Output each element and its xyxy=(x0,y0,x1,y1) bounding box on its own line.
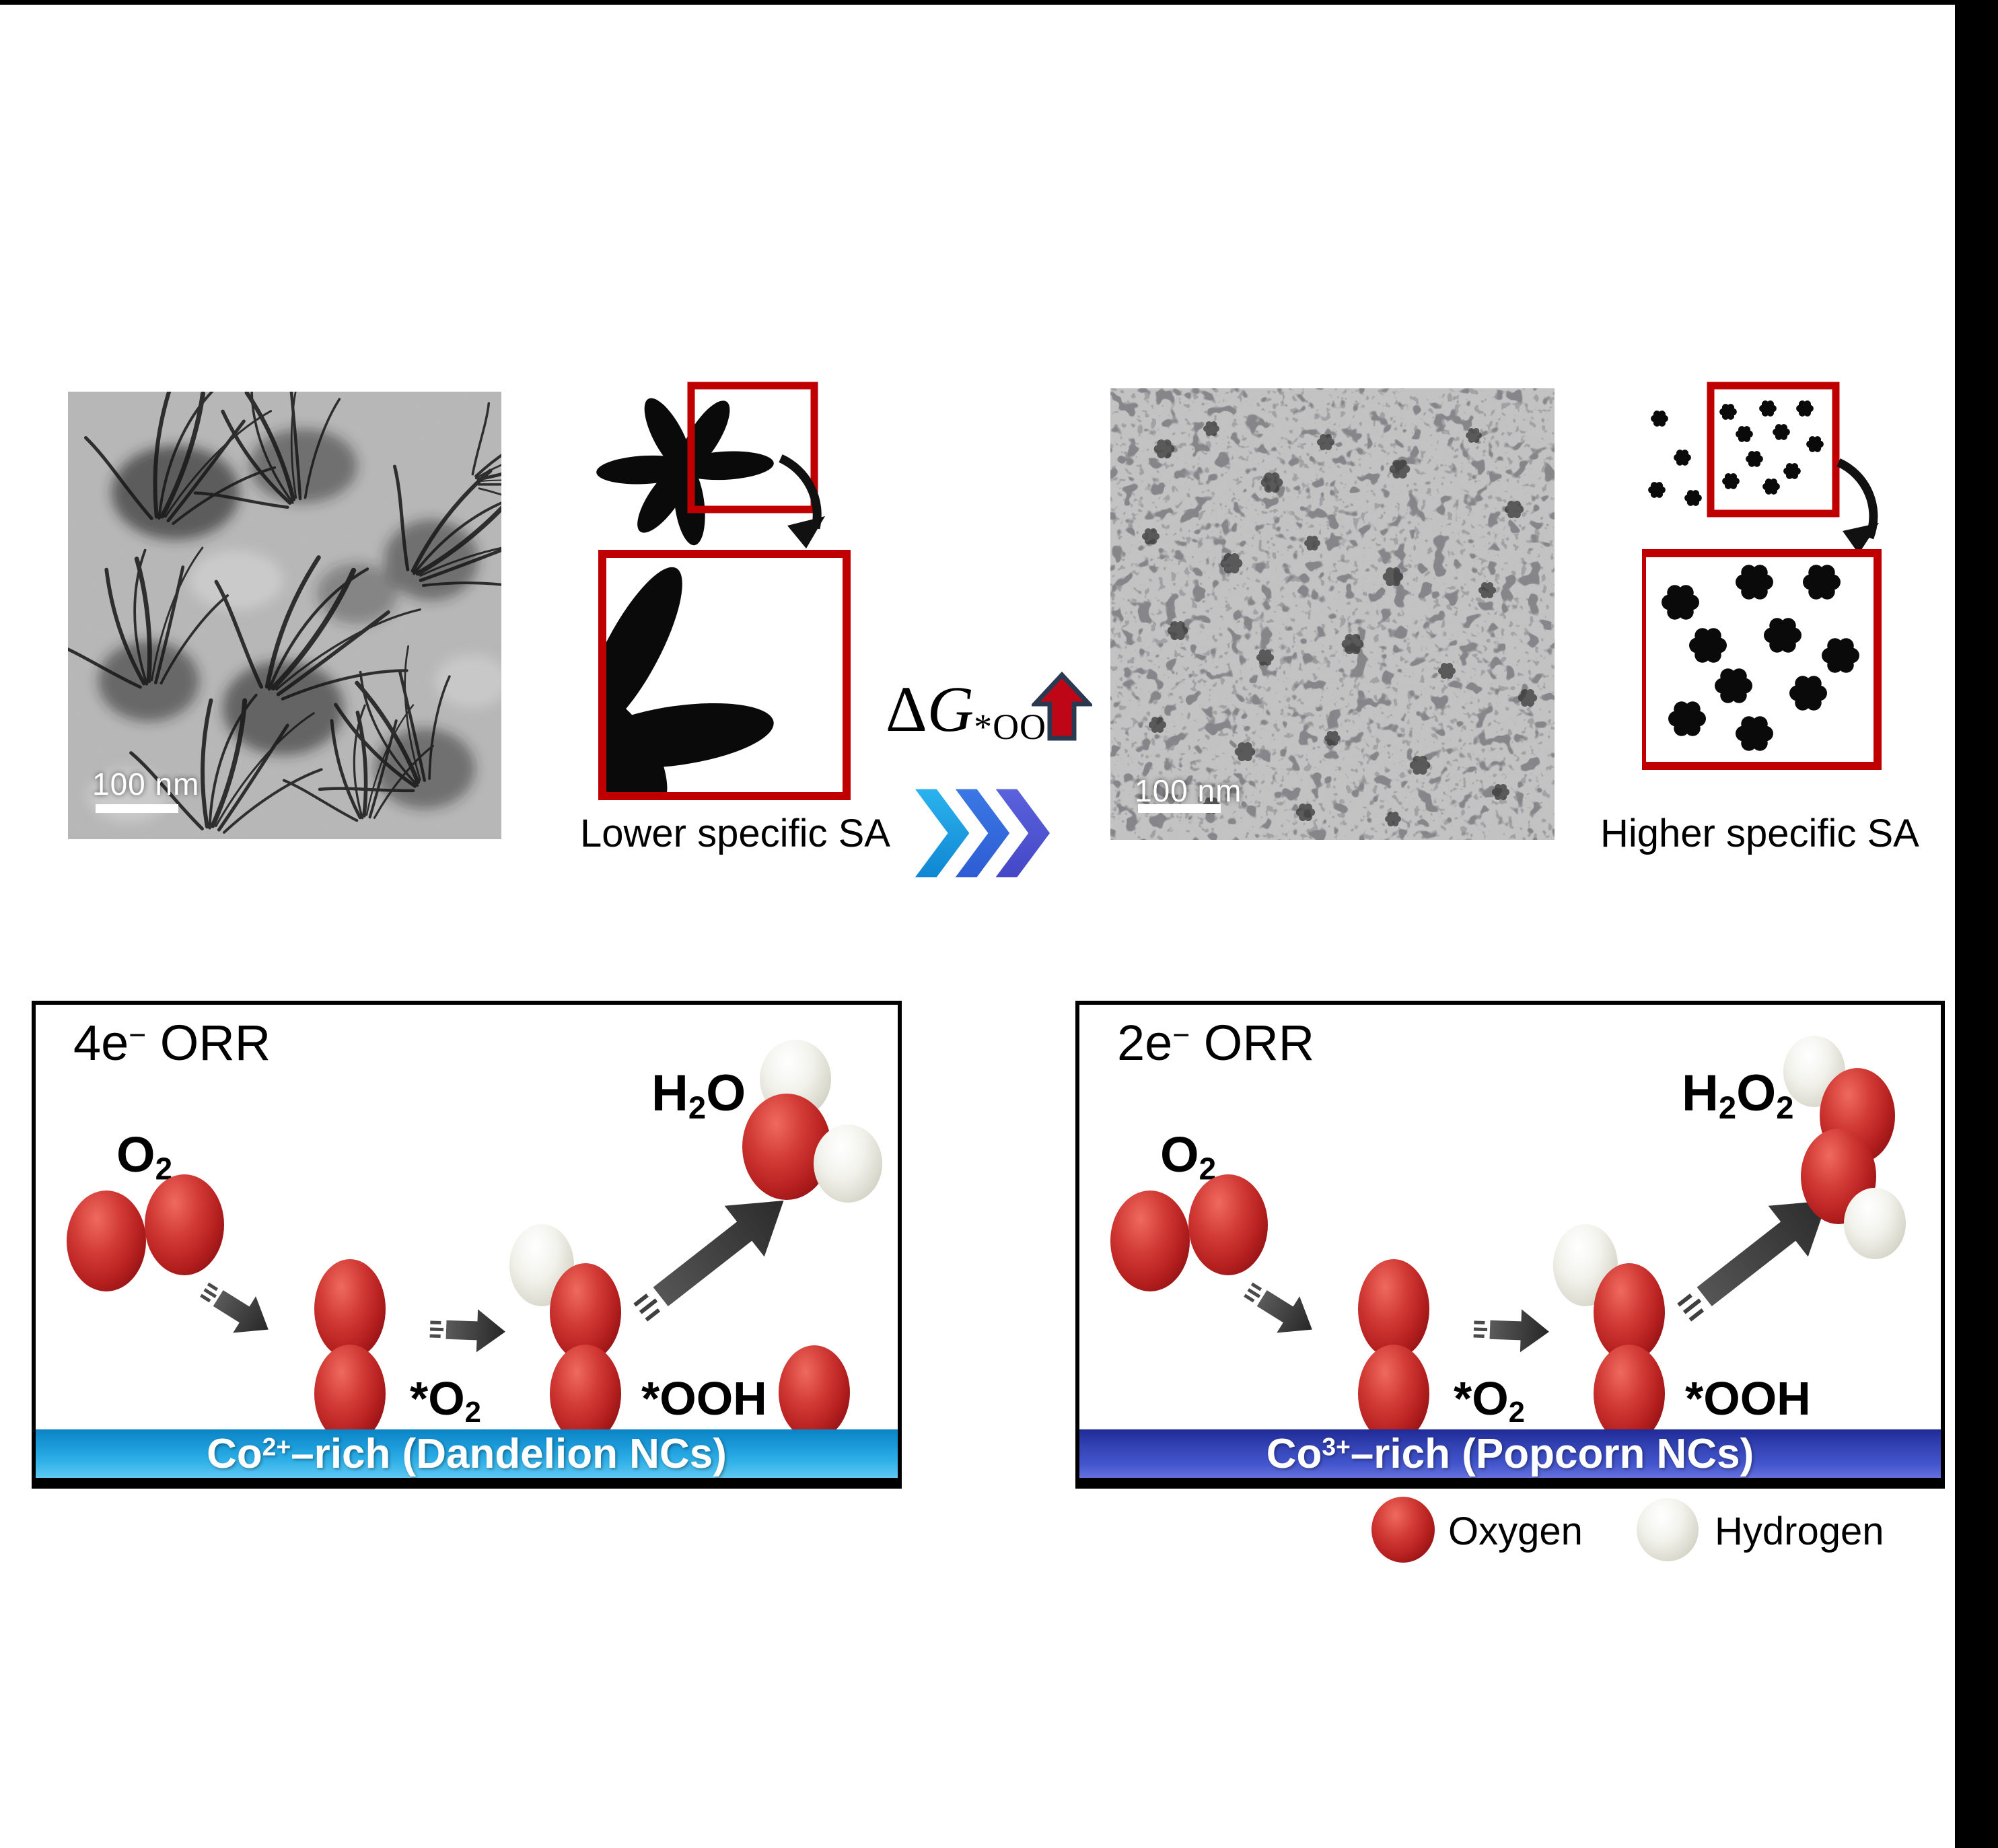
scale-bar xyxy=(1138,804,1221,813)
ads-o2-sphere xyxy=(314,1345,386,1443)
catalyst-bar-popcorn: Co3+–rich (Popcorn NCs) xyxy=(1079,1429,1941,1485)
reaction-step-arrow-icon xyxy=(429,1309,505,1353)
o2-molecule-sphere xyxy=(1110,1190,1190,1291)
dandelion-star-icon xyxy=(596,398,774,546)
legend-hydrogen-label: Hydrogen xyxy=(1715,1509,1884,1553)
delta-symbol: Δ xyxy=(886,673,927,745)
reaction-step-arrow-icon xyxy=(1473,1309,1549,1353)
ads-o2-sphere xyxy=(1358,1345,1429,1443)
reaction-step-arrow-icon xyxy=(1244,1282,1312,1333)
zoom-box-large xyxy=(598,550,851,800)
h2o-label: H2O xyxy=(651,1065,746,1125)
lower-sa-label: Lower specific SA xyxy=(580,812,890,855)
tem-image-dandelion: 100 nm xyxy=(68,392,501,839)
legend-oxygen-icon xyxy=(1371,1497,1435,1563)
product-arrow-icon xyxy=(1677,1201,1828,1322)
popcorn-dots-outside xyxy=(1648,411,1702,506)
right-border-band xyxy=(1955,0,1998,1848)
legend-hydrogen-icon xyxy=(1637,1498,1699,1561)
zoom-box-large xyxy=(1642,549,1882,770)
zoomed-petals-icon xyxy=(606,567,774,792)
popcorn-zoom-schematic xyxy=(1642,382,1882,770)
h2o2-label: H2O2 xyxy=(1682,1065,1794,1125)
ooh-label: *OOH xyxy=(641,1372,767,1425)
h2o2-hydrogen-sphere xyxy=(1844,1188,1906,1259)
zoom-box-small xyxy=(1707,382,1840,518)
catalyst-bar-dandelion: Co2+–rich (Dandelion NCs) xyxy=(36,1429,898,1485)
tem-dandelion-texture xyxy=(68,392,501,839)
panel-title: 4e− ORR xyxy=(73,1015,271,1071)
g-symbol: G xyxy=(927,673,974,745)
top-border-line xyxy=(0,0,1998,5)
zoomed-popcorn-dots xyxy=(1662,565,1859,751)
tem-image-popcorn: 100 nm xyxy=(1110,388,1555,840)
panel-2e-orr: 2e− ORR O2 *O2 *OOH H2O2 xyxy=(1075,1001,1945,1489)
ooh-oxygen-sphere xyxy=(550,1345,621,1443)
o2-label: O2 xyxy=(116,1127,173,1186)
o2-molecule-sphere xyxy=(1188,1174,1268,1275)
reaction-step-arrow-icon xyxy=(200,1282,269,1333)
panel-4e-orr: 4e− ORR O2 *O2 *OOH H2O xyxy=(32,1001,902,1489)
higher-sa-label: Higher specific SA xyxy=(1600,812,1919,855)
product-arrow-icon xyxy=(633,1201,784,1322)
up-arrow-icon xyxy=(1032,672,1092,741)
ads-o2-sphere xyxy=(314,1259,386,1359)
fast-forward-chevrons-icon xyxy=(915,789,1050,878)
tem-popcorn-texture xyxy=(1110,388,1555,840)
dandelion-zoom-schematic xyxy=(596,382,851,800)
ads-o2-label: *O2 xyxy=(1454,1372,1525,1429)
catalyst-bar-label: Co2+–rich (Dandelion NCs) xyxy=(207,1430,727,1477)
curved-arrow-icon xyxy=(779,454,825,548)
ooh-oxygen-sphere xyxy=(1594,1345,1665,1443)
h2o-hydrogen-sphere xyxy=(814,1125,882,1203)
free-oxygen-sphere xyxy=(779,1345,850,1440)
popcorn-dots-inside-small-box xyxy=(1719,400,1824,495)
panel-title: 2e− ORR xyxy=(1117,1015,1315,1071)
curved-arrow-icon xyxy=(1836,458,1879,554)
o2-molecule-sphere xyxy=(67,1190,146,1291)
ads-o2-sphere xyxy=(1358,1259,1429,1359)
o2-molecule-sphere xyxy=(145,1174,224,1275)
zoom-box-small xyxy=(687,382,818,513)
ooh-label: *OOH xyxy=(1685,1372,1811,1425)
legend-oxygen-label: Oxygen xyxy=(1448,1509,1583,1553)
ads-o2-label: *O2 xyxy=(410,1372,481,1429)
scale-bar-label: 100 nm xyxy=(1135,773,1242,808)
scale-bar xyxy=(96,804,178,813)
catalyst-bar-label: Co3+–rich (Popcorn NCs) xyxy=(1266,1430,1754,1477)
o2-label: O2 xyxy=(1160,1127,1217,1186)
scale-bar-label: 100 nm xyxy=(92,767,200,802)
